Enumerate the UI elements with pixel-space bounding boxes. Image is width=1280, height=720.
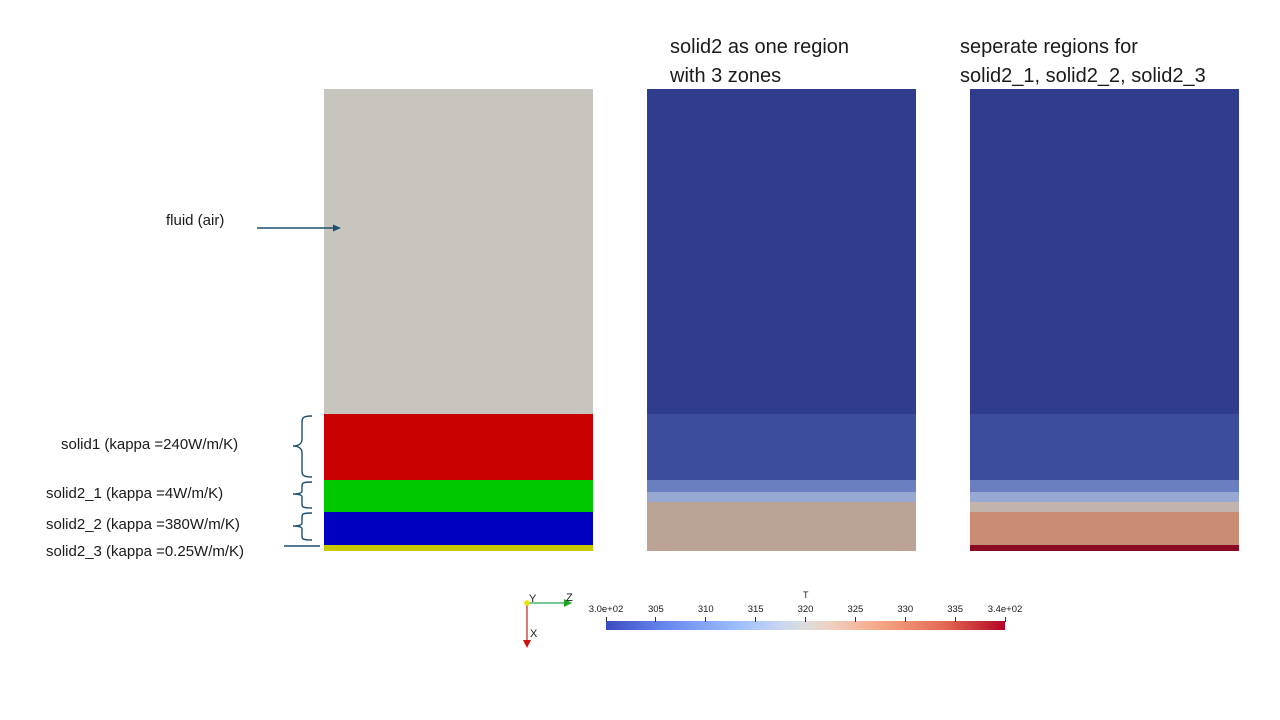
- colorbar-tick-label: 325: [847, 604, 864, 615]
- solid1-brace: [292, 415, 313, 478]
- axis-z-label: Z: [566, 592, 573, 604]
- axes-triad-svg: [523, 599, 572, 648]
- colorbar-tick-mark: [1004, 617, 1006, 622]
- axis-x-label: X: [530, 628, 538, 640]
- solid2-2-region: [324, 512, 593, 545]
- fluid-temperature: [970, 89, 1239, 414]
- fluid-arrow: [257, 224, 341, 232]
- colorbar-tick-label: 3.0e+02: [588, 604, 624, 615]
- colorbar-tick-mark: [705, 617, 707, 622]
- colorbar-tick-label: 335: [947, 604, 964, 615]
- colorbar-tick-label: 305: [647, 604, 664, 615]
- colorbar-tick-mark: [805, 617, 806, 622]
- solid2-3-region: [324, 545, 593, 551]
- colorbar-title: T: [803, 590, 809, 600]
- colorbar-tick-mark: [605, 617, 607, 622]
- solid2-1-temperature-bottom: [970, 502, 1239, 512]
- solid1-temperature: [970, 414, 1239, 480]
- fluid-label: fluid (air): [166, 212, 225, 229]
- heading-right-line-2: solid2_1, solid2_2, solid2_3: [960, 65, 1206, 87]
- colorbar: T 3.0e+02 305 310 315 320 325 330 335 3.4e+02: [560, 588, 1060, 638]
- heading-middle-line-1: solid2 as one region: [670, 36, 850, 58]
- solid2-1-temperature-upper: [647, 480, 916, 492]
- colorbar-tick-label: 310: [697, 604, 714, 615]
- fluid-temperature: [647, 89, 916, 414]
- colorbar-tick-label: 330: [897, 604, 914, 615]
- solid1-label: solid1 (kappa =240W/m/K): [61, 436, 239, 453]
- colorbar-ramp: [606, 621, 1005, 630]
- colorbar-tick-mark: [755, 617, 757, 622]
- solid2-3-label: solid2_3 (kappa =0.25W/m/K): [46, 543, 245, 560]
- colorbar-tick-mark: [854, 617, 856, 622]
- colorbar-tick-label: 320: [797, 604, 814, 615]
- solid2-temperature: [647, 502, 916, 551]
- heading-right: seperate regions for solid2_1, solid2_2,…: [960, 33, 1206, 91]
- heading-right-line-1: seperate regions for: [960, 36, 1138, 58]
- colorbar-tick-mark: [954, 617, 956, 622]
- solid2-1-region: [324, 480, 593, 512]
- solid2-2-temperature: [970, 512, 1239, 545]
- heading-middle: solid2 as one region with 3 zones: [670, 33, 849, 91]
- colorbar-tick-mark: [904, 617, 906, 622]
- solid2-3-temperature: [970, 545, 1239, 551]
- solid1-temperature: [647, 414, 916, 480]
- solid2-1-label: solid2_1 (kappa =4W/m/K): [46, 485, 224, 502]
- solid2-1-temperature-lower: [970, 492, 1239, 502]
- solid2-1-temperature-upper: [970, 480, 1239, 492]
- solid2-2-brace: [292, 512, 313, 541]
- solid2-1-temperature-lower: [647, 492, 916, 502]
- temperature-panel-separate-regions: [970, 89, 1239, 551]
- material-panel: [324, 89, 593, 551]
- solid1-region: [324, 414, 593, 480]
- axis-y-label: Y: [529, 593, 537, 605]
- colorbar-tick-label: 315: [747, 604, 764, 615]
- colorbar-tick-label: 3.4e+02: [987, 604, 1023, 615]
- axes-triad: Y Z X: [510, 590, 580, 650]
- heading-middle-line-2: with 3 zones: [670, 65, 782, 87]
- solid2-1-brace: [292, 481, 313, 509]
- solid2-2-label: solid2_2 (kappa =380W/m/K): [46, 516, 240, 533]
- fluid-region: [324, 89, 593, 414]
- temperature-panel-one-region: [647, 89, 916, 551]
- colorbar-tick-mark: [655, 617, 657, 622]
